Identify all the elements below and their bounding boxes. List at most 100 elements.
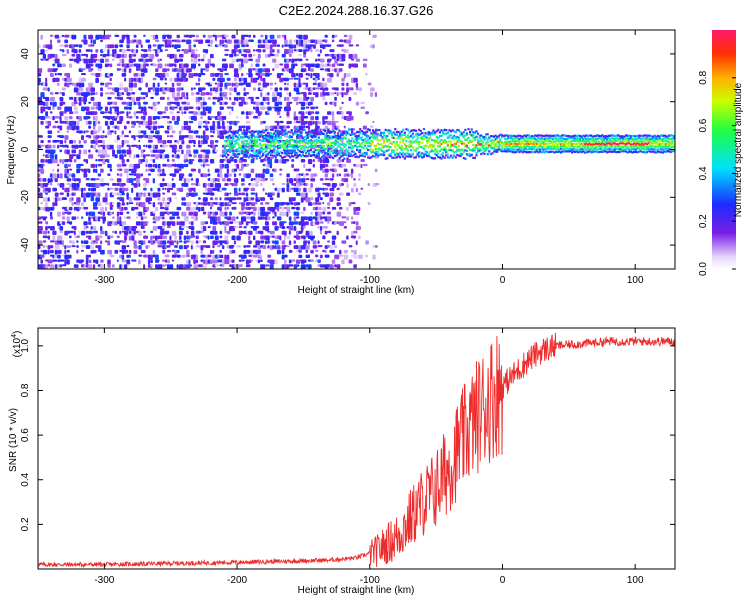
heatmap-cell — [523, 147, 526, 151]
heatmap-cell — [241, 58, 244, 64]
heatmap-cell — [272, 58, 277, 63]
heatmap-cell — [262, 173, 265, 179]
heatmap-cell — [171, 82, 175, 88]
heatmap-cell — [555, 142, 558, 145]
heatmap-cell — [418, 133, 421, 136]
heatmap-cell — [381, 153, 384, 156]
heatmap-cell — [263, 151, 266, 154]
heatmap-cell — [281, 128, 284, 132]
heatmap-cell — [287, 149, 290, 153]
heatmap-cell — [359, 132, 362, 135]
heatmap-cell — [126, 216, 131, 219]
heatmap-cell — [66, 249, 70, 253]
heatmap-cell — [102, 216, 106, 222]
heatmap-cell — [246, 142, 249, 145]
heatmap-cell — [83, 159, 87, 162]
heatmap-cell — [292, 149, 295, 152]
heatmap-cell — [286, 202, 290, 206]
heatmap-cell — [54, 120, 59, 124]
heatmap-cell — [478, 143, 481, 146]
heatmap-cell — [225, 141, 228, 144]
heatmap-cell — [257, 82, 262, 86]
heatmap-cell — [370, 151, 373, 154]
heatmap-cell — [250, 168, 255, 173]
heatmap-cell — [176, 149, 181, 152]
heatmap-cell — [529, 137, 532, 140]
heatmap-cell — [157, 264, 163, 269]
heatmap-cell — [307, 125, 311, 130]
heatmap-cell — [97, 63, 103, 69]
heatmap-cell — [574, 143, 577, 146]
heatmap-cell — [135, 154, 140, 158]
heatmap-cell — [116, 53, 120, 59]
heatmap-cell — [121, 39, 125, 43]
heatmap-cell — [190, 58, 194, 62]
heatmap-cell — [190, 240, 194, 245]
heatmap-cell — [100, 154, 105, 159]
heatmap-cell — [527, 142, 531, 146]
heatmap-cell — [245, 120, 251, 124]
heatmap-cell — [205, 192, 211, 195]
heatmap-cell — [288, 211, 291, 214]
heatmap-cell — [308, 154, 311, 157]
heatmap-cell — [152, 225, 158, 231]
heatmap-cell — [588, 150, 591, 153]
heatmap-cell — [143, 211, 146, 216]
heatmap-cell — [169, 135, 174, 138]
heatmap-cell — [222, 269, 226, 274]
heatmap-cell — [577, 151, 580, 154]
heatmap-cell — [83, 206, 89, 210]
heatmap-cell — [473, 138, 477, 141]
heatmap-cell — [143, 230, 146, 233]
heatmap-cell — [80, 163, 84, 166]
heatmap-cell — [231, 131, 234, 134]
heatmap-cell — [322, 128, 325, 131]
heatmap-cell — [250, 143, 254, 146]
heatmap-cell — [269, 142, 273, 145]
heatmap-cell — [133, 34, 137, 38]
heatmap-cell — [516, 142, 520, 146]
heatmap-cell — [133, 182, 138, 188]
heatmap-cell — [272, 216, 275, 219]
heatmap-cell — [61, 34, 65, 38]
heatmap-cell — [255, 77, 260, 80]
heatmap-cell — [288, 225, 294, 231]
heatmap-cell — [155, 130, 160, 135]
heatmap-cell — [481, 151, 484, 154]
heatmap-cell — [48, 269, 50, 273]
heatmap-cell — [535, 148, 539, 151]
heatmap-cell — [559, 151, 563, 154]
heatmap-cell — [281, 249, 285, 255]
heatmap-cell — [386, 138, 389, 142]
heatmap-cell — [229, 92, 232, 96]
heatmap-cell — [250, 159, 255, 164]
heatmap-cell — [104, 92, 110, 95]
heatmap-cell — [236, 120, 240, 124]
heatmap-cell — [157, 125, 161, 129]
heatmap-cell — [150, 159, 154, 162]
heatmap-cell — [346, 216, 350, 221]
heatmap-cell — [178, 77, 184, 82]
heatmap-cell — [155, 39, 160, 42]
heatmap-cell — [384, 145, 387, 148]
heatmap-cell — [226, 82, 232, 86]
heatmap-cell — [123, 216, 127, 219]
heatmap-cell — [553, 143, 556, 146]
heatmap-cell — [405, 155, 408, 158]
heatmap-cell — [162, 202, 165, 205]
heatmap-cell — [121, 144, 124, 148]
heatmap-cell — [226, 197, 230, 201]
heatmap-cell — [209, 39, 214, 44]
heatmap-cell — [569, 137, 572, 140]
heatmap-cell — [102, 49, 107, 52]
heatmap-cell — [462, 156, 465, 160]
heatmap-cell — [537, 146, 540, 149]
heatmap-cell — [171, 173, 177, 177]
heatmap-cell — [391, 149, 394, 152]
heatmap-cell — [276, 225, 279, 229]
heatmap-cell — [121, 221, 127, 226]
heatmap-cell — [508, 140, 512, 143]
heatmap-cell — [359, 143, 362, 146]
heatmap-cell — [588, 140, 591, 143]
heatmap-cell — [116, 221, 120, 224]
